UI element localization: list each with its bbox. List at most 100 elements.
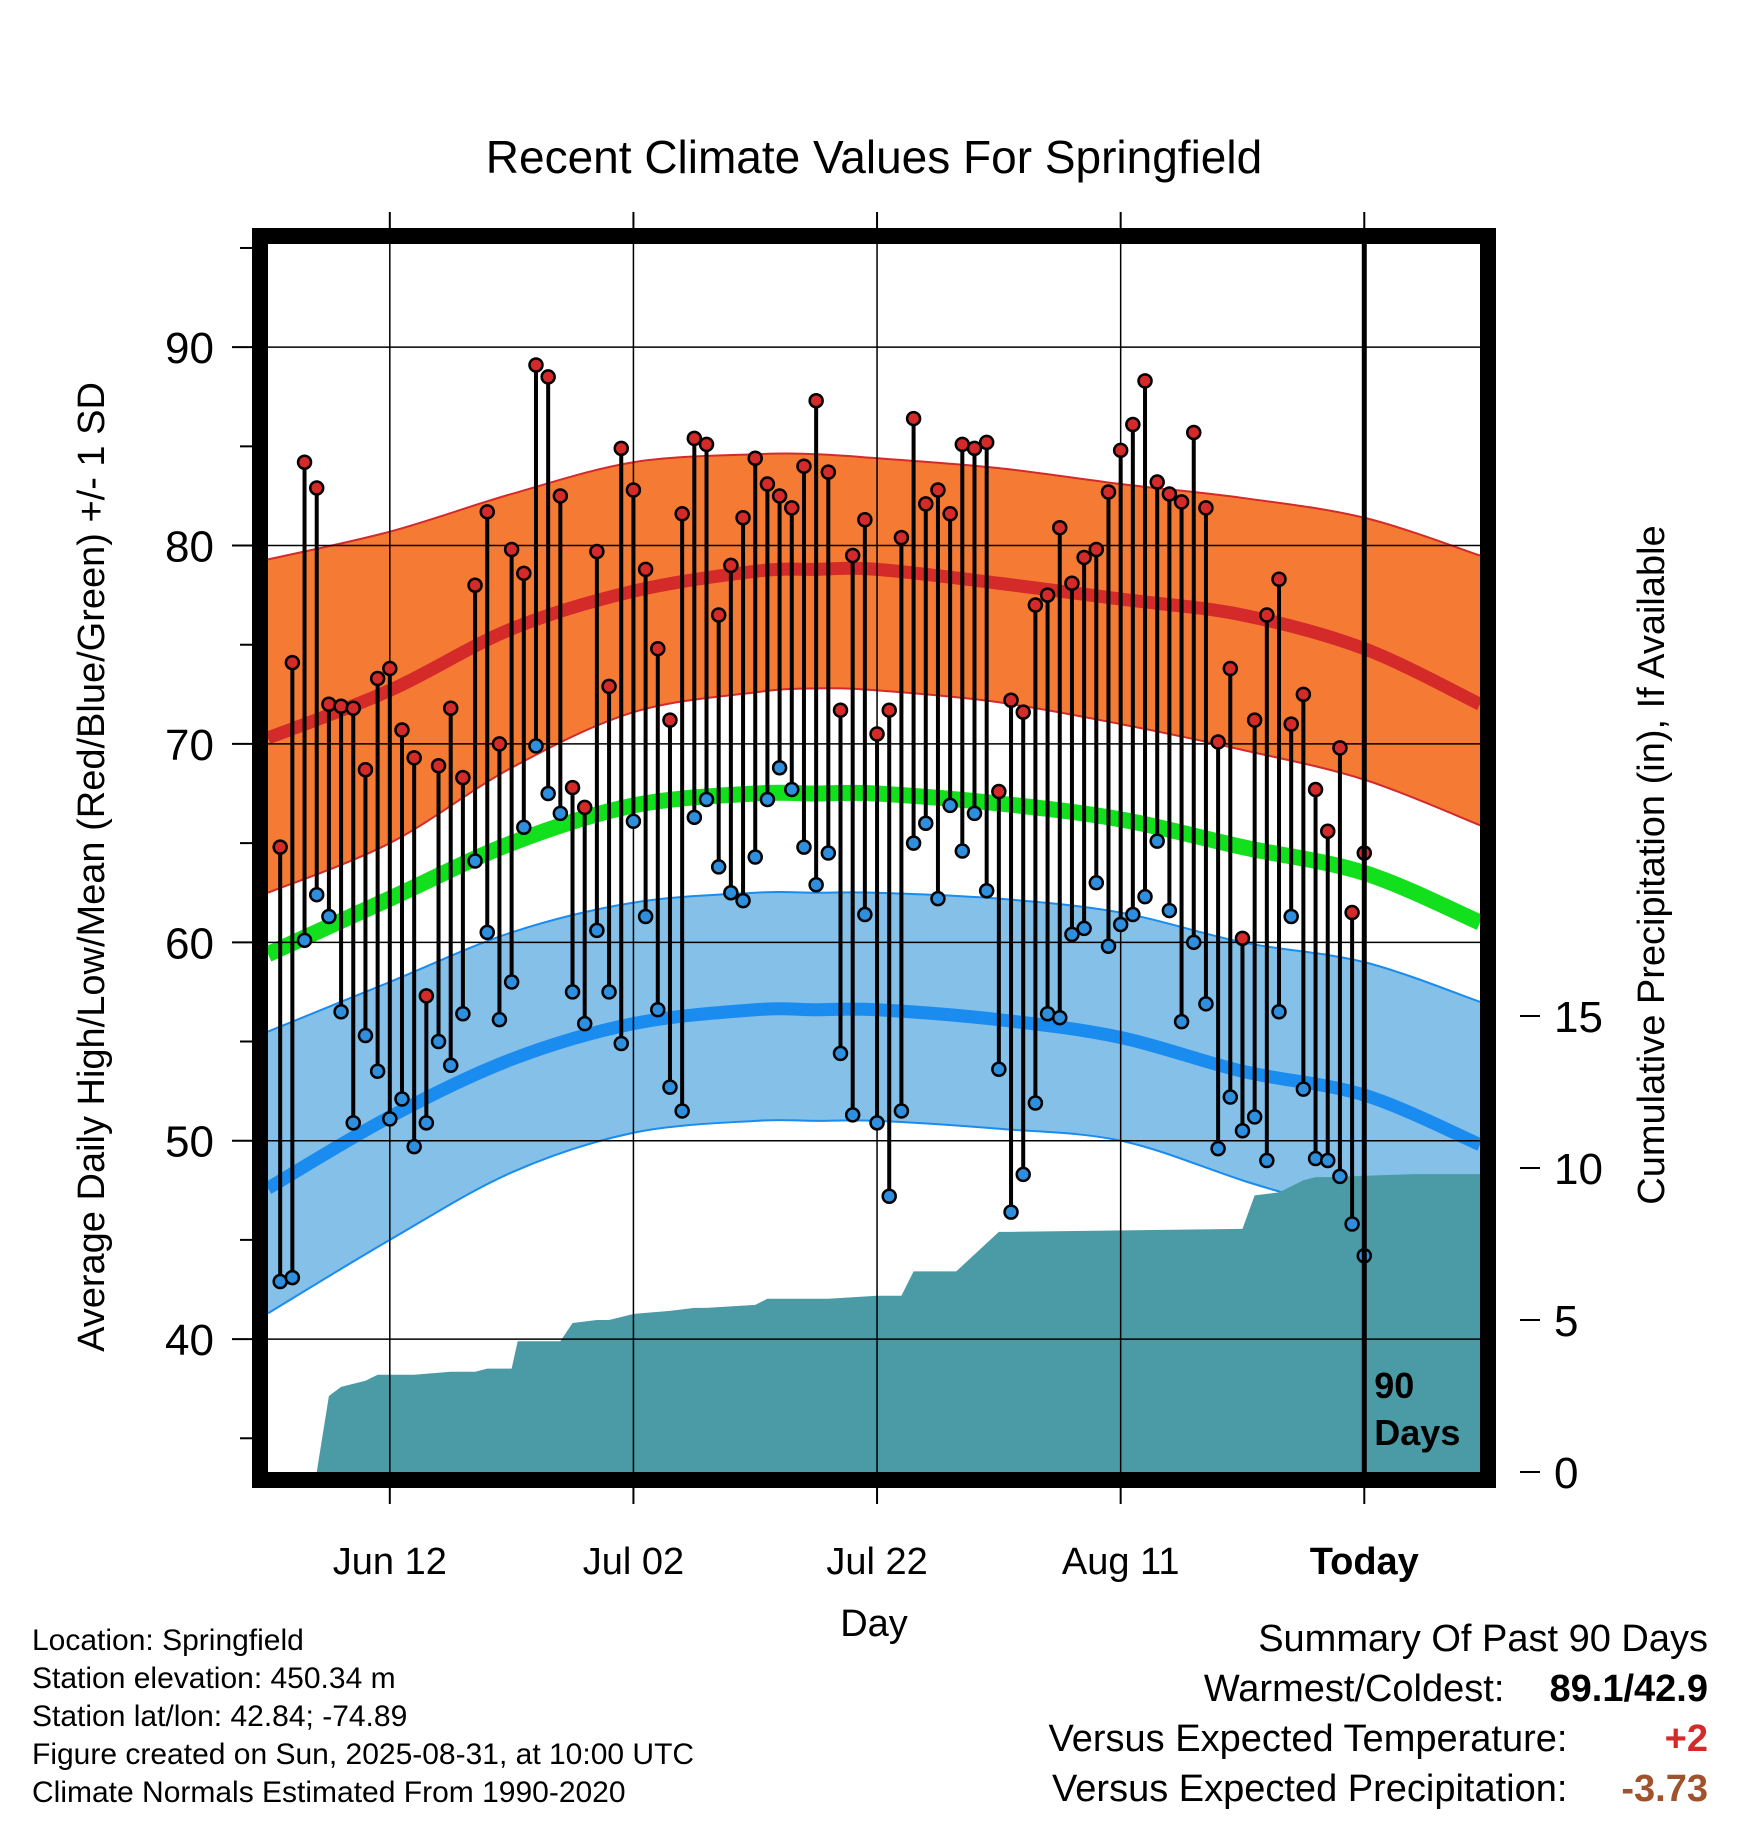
- high-point: [1039, 587, 1056, 603]
- high-point: [1088, 541, 1105, 558]
- low-point: [1246, 1109, 1263, 1125]
- low-point: [820, 845, 837, 861]
- chart-title: Recent Climate Values For Springfield: [486, 131, 1262, 183]
- y-tick-label: 60: [165, 919, 214, 968]
- y2-tick-label: 0: [1554, 1449, 1578, 1498]
- high-point: [1125, 416, 1141, 433]
- low-point: [284, 1269, 301, 1286]
- low-point: [528, 738, 544, 754]
- high-point: [1112, 442, 1129, 459]
- low-point: [857, 906, 873, 923]
- high-point: [406, 750, 422, 766]
- plot-frame: [252, 228, 1496, 1488]
- high-point: [1271, 571, 1287, 588]
- high-point: [1015, 704, 1031, 720]
- low-point: [662, 1079, 678, 1095]
- high-upper-edge: [268, 452, 1480, 561]
- low-point: [394, 1091, 410, 1107]
- low-point: [467, 853, 483, 869]
- warm-cold-value: 89.1/42.9: [1549, 1668, 1708, 1710]
- low-point: [1125, 906, 1141, 923]
- low-point: [869, 1115, 885, 1131]
- high-point: [1173, 494, 1190, 510]
- summary-heading: Summary Of Past 90 Days: [1258, 1618, 1708, 1660]
- low-point: [491, 1011, 508, 1028]
- high-point: [1052, 519, 1068, 536]
- latlon-text: Station lat/lon: 42.84; -74.89: [32, 1700, 408, 1733]
- high-point: [1210, 734, 1226, 750]
- high-point: [637, 561, 654, 578]
- low-point: [759, 791, 776, 808]
- low-point: [1052, 1009, 1068, 1026]
- x-tick-label: Aug 11: [1062, 1541, 1180, 1583]
- low-point: [686, 809, 703, 826]
- high-point: [905, 410, 922, 427]
- low-point: [893, 1103, 910, 1119]
- low-point: [1295, 1081, 1312, 1097]
- low-point: [1003, 1204, 1019, 1220]
- high-point: [759, 476, 776, 492]
- summary-panel: Summary Of Past 90 Days Warmest/Coldest:…: [1049, 1618, 1708, 1818]
- high-point: [601, 678, 617, 695]
- high-point: [1307, 781, 1324, 798]
- low-point: [698, 791, 715, 808]
- high-point: [698, 436, 715, 453]
- high-point: [930, 482, 946, 498]
- low-point: [418, 1115, 435, 1131]
- high-point: [491, 736, 508, 752]
- high-point: [650, 640, 666, 657]
- low-point: [1088, 875, 1105, 891]
- y-axis-label: Average Daily High/Low/Mean (Red/Blue/Gr…: [71, 382, 113, 1352]
- high-point: [1100, 484, 1117, 500]
- low-point: [650, 1002, 666, 1018]
- high-point: [1295, 686, 1312, 703]
- low-point: [942, 797, 958, 814]
- station-info: Location: Springfield Station elevation:…: [32, 1622, 694, 1812]
- warm-cold-row: Warmest/Coldest: 89.1/42.9: [1049, 1668, 1708, 1718]
- high-point: [1076, 549, 1092, 566]
- high-point: [418, 988, 435, 1004]
- warm-cold-label: Warmest/Coldest:: [1203, 1668, 1505, 1710]
- high-point: [1246, 712, 1263, 728]
- high-point: [784, 500, 800, 516]
- created-text: Figure created on Sun, 2025-08-31, at 10…: [32, 1738, 695, 1771]
- high-point: [1003, 692, 1019, 709]
- high-point: [296, 454, 313, 470]
- high-point: [576, 799, 593, 816]
- high-point: [333, 698, 349, 714]
- low-point: [1076, 920, 1092, 937]
- high-point: [503, 541, 520, 558]
- high-point: [710, 607, 727, 623]
- low-point: [613, 1035, 629, 1052]
- high-point: [1137, 373, 1153, 389]
- high-point: [284, 654, 301, 671]
- high-point: [1332, 740, 1348, 756]
- precip-value: -3.73: [1621, 1768, 1708, 1810]
- high-point: [308, 480, 325, 496]
- low-point: [918, 815, 934, 832]
- low-normal-line: [268, 1002, 1480, 1194]
- high-point: [869, 726, 885, 742]
- high-point: [564, 779, 581, 796]
- x-tick-label: Jul 22: [826, 1541, 927, 1583]
- high-point: [1185, 424, 1202, 441]
- high-point: [394, 722, 410, 738]
- high-point: [723, 557, 739, 574]
- high-point: [589, 543, 605, 560]
- low-point: [808, 877, 824, 893]
- low-point: [771, 759, 788, 776]
- high-point: [991, 783, 1007, 800]
- high-point: [516, 565, 532, 582]
- high-point: [844, 547, 861, 564]
- low-point: [1112, 916, 1129, 933]
- high-point: [430, 758, 447, 774]
- low-point: [1137, 888, 1153, 905]
- low-point: [333, 1003, 349, 1020]
- low-point: [406, 1138, 422, 1155]
- low-point: [503, 974, 520, 990]
- low-point: [710, 859, 727, 875]
- low-point: [1198, 996, 1214, 1012]
- high-point: [272, 839, 288, 855]
- high-point: [881, 702, 897, 718]
- high-point: [345, 700, 362, 716]
